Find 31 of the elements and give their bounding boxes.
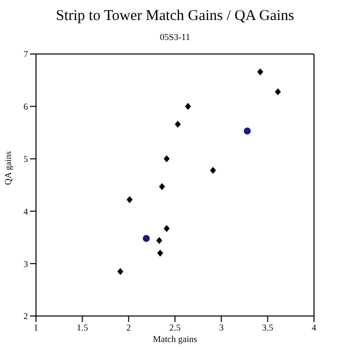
y-tick-label: 6	[24, 102, 28, 112]
x-tick-label: 3.5	[262, 322, 274, 332]
x-tick-label: 4	[312, 322, 317, 332]
y-tick-label: 2	[24, 311, 28, 322]
x-tick-label: 1.5	[76, 322, 88, 332]
point	[244, 128, 251, 135]
x-tick-label: 3	[219, 322, 224, 332]
point	[142, 234, 150, 242]
y-tick-label: 4	[24, 206, 28, 216]
point	[274, 88, 281, 96]
chart-title: Strip to Tower Match Gains / QA Gains	[54, 8, 296, 25]
point	[184, 102, 191, 110]
point	[156, 237, 162, 244]
point	[210, 166, 216, 174]
y-tick-label: 5	[24, 154, 28, 164]
point	[257, 68, 264, 76]
point	[117, 268, 124, 275]
x-tick-label: 2.5	[169, 322, 182, 332]
point	[126, 196, 133, 204]
point	[164, 155, 170, 162]
x-tick-label: 1	[34, 322, 38, 332]
y-axis-title: QA gains	[3, 150, 14, 185]
y-tick-label: 7	[24, 49, 28, 60]
chart-subtitle: 05S3-11	[158, 32, 192, 42]
point	[164, 224, 170, 232]
x-tick-label: 2	[126, 322, 131, 332]
point	[174, 120, 181, 128]
point	[159, 183, 166, 190]
y-tick-label: 3	[24, 258, 28, 269]
x-axis-title: Match gains	[152, 334, 198, 344]
point	[157, 250, 164, 257]
